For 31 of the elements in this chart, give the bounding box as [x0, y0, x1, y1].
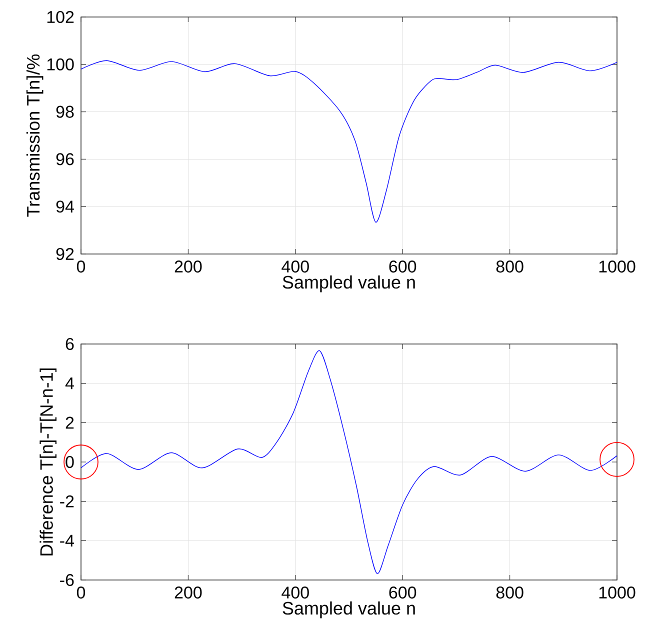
- x-tick-label: 0: [76, 260, 86, 273]
- y-tick-label: 100: [47, 58, 74, 70]
- x-axis-title: Sampled value n: [282, 601, 415, 618]
- x-tick-label: 0: [76, 586, 86, 599]
- y-axis-title: Transmission T[n]/%: [26, 54, 44, 217]
- y-tick-label: 4: [65, 377, 74, 390]
- x-tick-label: 800: [496, 586, 524, 599]
- x-tick-label: 1000: [599, 260, 636, 273]
- y-tick-label: -2: [60, 495, 74, 508]
- y-tick-label: -6: [60, 574, 74, 586]
- y-tick-label: 6: [66, 338, 74, 350]
- y-axis-title: Difference T[n]-T[N-n-1]: [40, 368, 56, 556]
- x-tick-label: 600: [389, 586, 416, 599]
- x-tick-label: 800: [496, 260, 524, 273]
- y-tick-label: 96: [56, 153, 74, 166]
- x-tick-label: 200: [174, 260, 202, 273]
- x-tick-label: 600: [389, 260, 416, 273]
- x-tick-label: 1000: [599, 586, 636, 599]
- y-tick-label: 98: [56, 106, 74, 118]
- y-tick-label: 92: [56, 248, 74, 260]
- y-tick-label: 0: [66, 456, 74, 468]
- y-tick-label: 102: [47, 10, 74, 24]
- y-tick-label: 2: [66, 416, 74, 429]
- line-series: [80, 60, 618, 223]
- x-tick-label: 400: [282, 260, 309, 273]
- x-tick-label: 200: [174, 586, 202, 599]
- y-tick-label: -4: [60, 534, 74, 547]
- line-series: [80, 350, 618, 574]
- y-tick-label: 94: [56, 200, 74, 213]
- x-axis-title: Sampled value n: [282, 275, 415, 292]
- x-tick-label: 400: [282, 586, 309, 599]
